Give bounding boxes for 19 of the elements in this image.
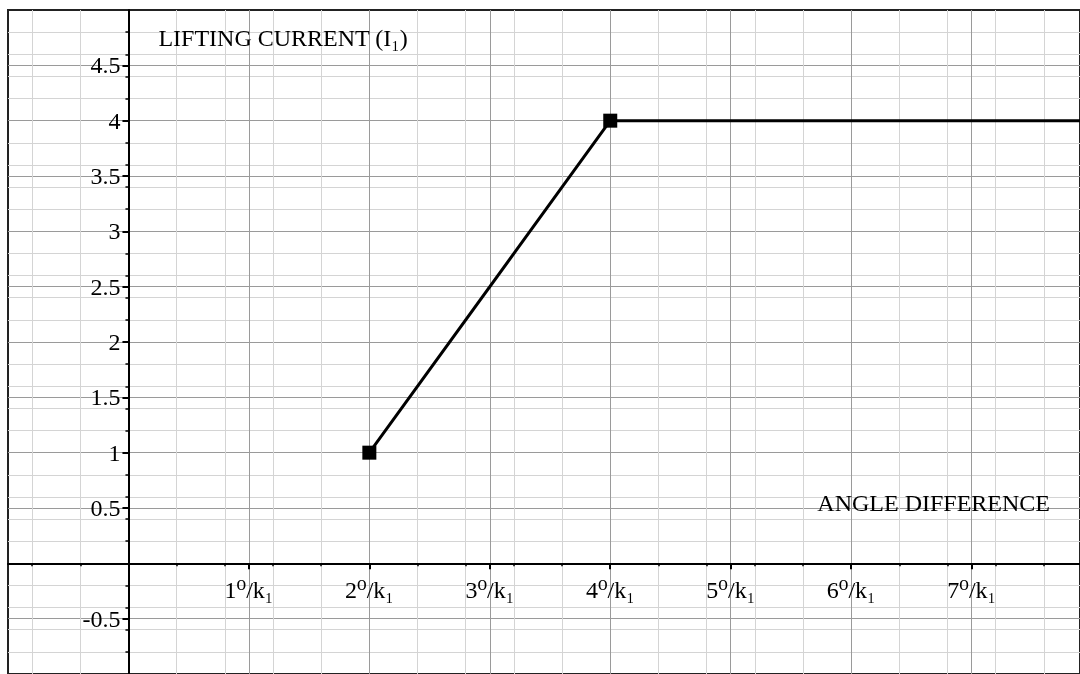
y-tick-label: 2.5 [90,273,121,300]
x-tick-label: 6⁰/k₁ [826,577,876,604]
y-tick-label: 1 [108,439,121,466]
y-tick-label: 0.5 [90,495,121,521]
x-tick-label: 3⁰/k₁ [465,577,515,604]
y-tick-label: 1.5 [90,384,121,411]
x-tick-label: 2⁰/k₁ [345,577,394,604]
y-tick-label: 3.5 [90,163,121,189]
x-tick-label: 5⁰/k₁ [706,577,756,604]
x-tick-label: 7⁰/k₁ [947,577,996,604]
x-tick-label: 4⁰/k₁ [585,577,635,604]
y-tick-label: 4.5 [90,52,121,79]
y-tick-label: 3 [108,218,121,245]
y-tick-label: -0.5 [82,605,121,632]
y-axis-title: LIFTING CURRENT (I₁) [158,25,408,51]
y-tick-label: 4 [108,107,121,134]
y-tick-label: 2 [108,329,121,355]
x-axis-title: ANGLE DIFFERENCE [817,490,1050,517]
x-tick-label: 1⁰/k₁ [224,577,274,604]
